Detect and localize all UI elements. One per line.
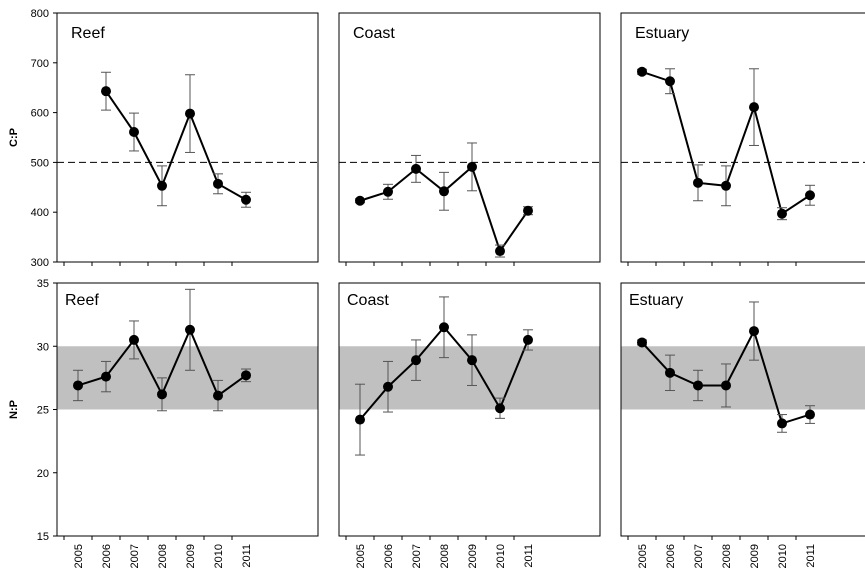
reference-band — [57, 346, 318, 410]
data-point-2009 — [749, 102, 759, 113]
y-tick-label-row-1-3: 500 — [31, 157, 49, 169]
y-tick-label-row-2-3: 25 — [37, 405, 49, 417]
panel-frame — [620, 282, 865, 537]
data-point-2011 — [523, 334, 533, 345]
data-point-2008 — [439, 322, 449, 333]
x-tick-label-2008: 2008 — [157, 544, 169, 568]
data-point-2007 — [411, 355, 421, 366]
data-point-2009 — [467, 161, 477, 172]
data-point-2005 — [637, 337, 647, 348]
panel-2-1: Reef 2005 2006 2007 2008 2009 2010 2011 — [56, 282, 319, 568]
x-tick-label-2007: 2007 — [129, 544, 141, 568]
data-point-2007 — [411, 163, 421, 174]
data-point-2010 — [777, 208, 787, 219]
data-point-2009 — [185, 108, 195, 119]
panel-title: Coast — [347, 292, 389, 309]
data-point-2006 — [101, 371, 111, 382]
data-point-2011 — [523, 205, 533, 216]
panel-1-1: Reef — [56, 12, 319, 266]
data-point-2005 — [637, 66, 647, 77]
panel-2-2: Coast 2005 2006 2007 2008 2009 2010 2011 — [338, 282, 601, 568]
data-point-2010 — [213, 390, 223, 401]
x-tick-label-2011: 2011 — [805, 544, 817, 568]
data-point-2005 — [355, 195, 365, 206]
x-tick-label-2011: 2011 — [523, 544, 535, 568]
y-tick-label-row-2-2: 20 — [37, 468, 49, 480]
panel-title: Estuary — [629, 292, 683, 309]
x-tick-label-2007: 2007 — [411, 544, 423, 568]
x-tick-label-2010: 2010 — [213, 544, 225, 568]
x-tick-label-2009: 2009 — [185, 544, 197, 568]
data-point-2010 — [495, 246, 505, 257]
data-point-2009 — [467, 355, 477, 366]
panel-frame — [620, 12, 865, 263]
x-tick-label-2009: 2009 — [749, 544, 761, 568]
data-point-2011 — [241, 194, 251, 205]
y-tick-label-row-2-1: 15 — [37, 531, 49, 543]
y-tick-label-row-1-1: 300 — [31, 257, 49, 269]
y-tick-label-row-2-5: 35 — [37, 278, 49, 290]
x-tick-label-2008: 2008 — [721, 544, 733, 568]
panel-title: Reef — [71, 25, 105, 42]
x-tick-label-2006: 2006 — [383, 544, 395, 568]
x-tick-label-2008: 2008 — [439, 544, 451, 568]
x-tick-label-2010: 2010 — [495, 544, 507, 568]
y-tick-label-row-2-4: 30 — [37, 341, 49, 353]
x-tick-label-2005: 2005 — [73, 544, 85, 568]
data-point-2008 — [721, 380, 731, 391]
data-point-2006 — [101, 86, 111, 97]
data-point-2006 — [665, 367, 675, 378]
data-point-2005 — [355, 414, 365, 425]
x-tick-label-2006: 2006 — [101, 544, 113, 568]
panel-frame — [338, 12, 601, 263]
panel-1-3: Estuary — [620, 12, 865, 266]
x-tick-label-2006: 2006 — [665, 544, 677, 568]
data-point-2007 — [129, 334, 139, 345]
data-point-2007 — [693, 177, 703, 188]
data-point-2011 — [241, 370, 251, 381]
panel-frame — [56, 282, 319, 537]
data-point-2006 — [665, 76, 675, 87]
data-point-2010 — [495, 403, 505, 414]
y-axis-label-row-1: C:P — [8, 128, 20, 147]
data-point-2006 — [383, 381, 393, 392]
panel-1-2: Coast — [338, 12, 601, 266]
x-tick-label-2010: 2010 — [777, 544, 789, 568]
data-point-2008 — [721, 180, 731, 191]
panel-frame — [56, 12, 319, 263]
data-point-2011 — [805, 409, 815, 420]
x-tick-label-2005: 2005 — [355, 544, 367, 568]
panel-2-3: Estuary 2005 2006 2007 2008 2009 2010 2011 — [620, 282, 865, 568]
y-tick-label-row-1-5: 700 — [31, 58, 49, 70]
y-tick-label-row-1-2: 400 — [31, 207, 49, 219]
panel-title: Reef — [65, 292, 99, 309]
data-point-2007 — [693, 380, 703, 391]
panel-title: Coast — [353, 25, 395, 42]
data-point-2011 — [805, 190, 815, 201]
y-axis-label-row-2: N:P — [8, 400, 20, 419]
reference-band — [621, 346, 865, 410]
data-point-2006 — [383, 186, 393, 197]
data-point-2008 — [439, 186, 449, 197]
data-point-2005 — [73, 380, 83, 391]
series-line — [105, 90, 247, 201]
panel-frame — [338, 282, 601, 537]
data-point-2008 — [157, 180, 167, 191]
x-tick-label-2005: 2005 — [637, 544, 649, 568]
data-point-2009 — [749, 326, 759, 337]
data-point-2010 — [213, 178, 223, 189]
data-point-2008 — [157, 389, 167, 400]
data-point-2010 — [777, 418, 787, 429]
x-tick-label-2011: 2011 — [241, 544, 253, 568]
y-tick-label-row-1-6: 800 — [31, 8, 49, 20]
panel-title: Estuary — [635, 25, 689, 42]
x-tick-label-2009: 2009 — [467, 544, 479, 568]
data-point-2007 — [129, 127, 139, 138]
data-point-2009 — [185, 324, 195, 335]
x-tick-label-2007: 2007 — [693, 544, 705, 568]
y-tick-label-row-1-4: 600 — [31, 108, 49, 120]
